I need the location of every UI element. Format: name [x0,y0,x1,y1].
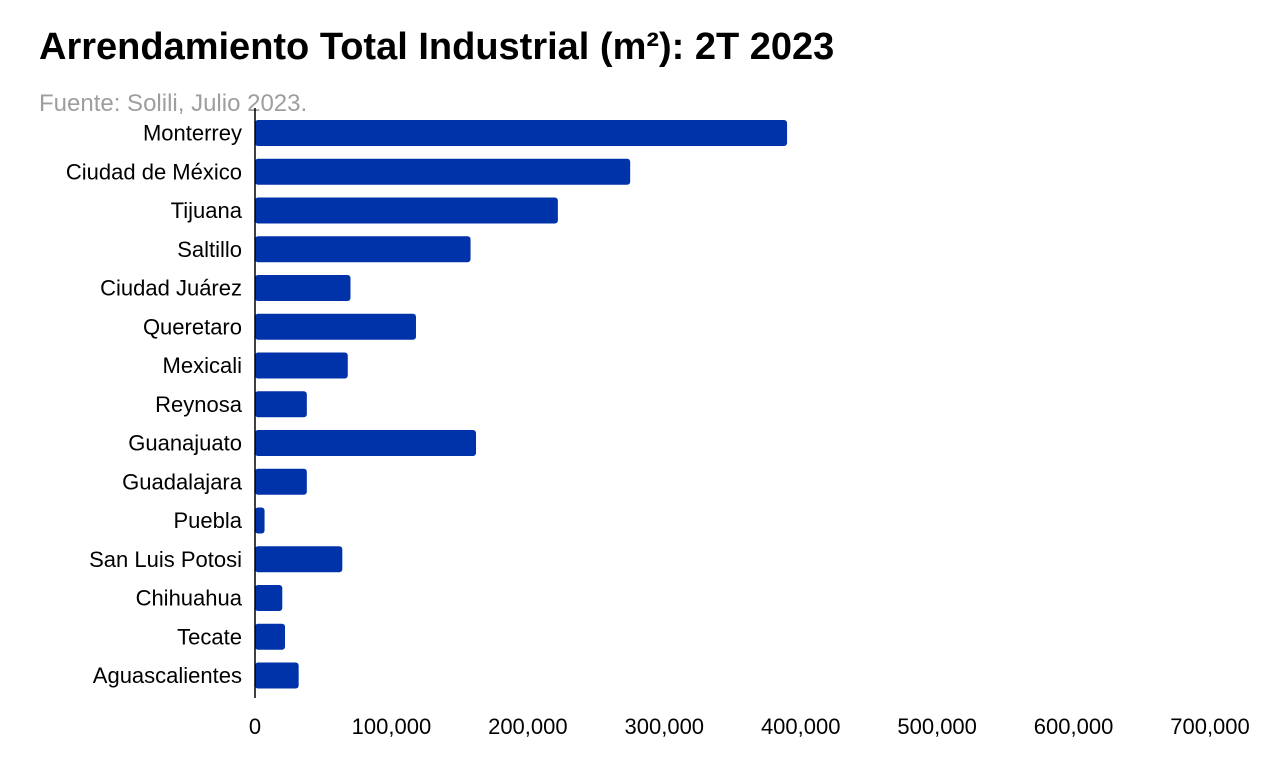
category-label-guanajuato: Guanajuato [128,431,242,456]
bar-guadalajara [255,468,307,495]
x-tick-label: 700,000 [1170,714,1250,739]
category-labels-group: Monterrey Ciudad de México Tijuana Saltillo… [66,121,243,689]
bar-mexicali [255,352,348,379]
bar-reynosa [255,391,307,418]
category-label-chihuahua: Chihuahua [136,586,243,611]
category-label-ciudad-de-mexico: Ciudad de México [66,159,242,184]
category-label-monterrey: Monterrey [143,121,242,146]
chart-title: Arrendamiento Total Industrial (m²): 2T … [39,26,835,68]
bar-monterrey [255,120,788,146]
category-label-tijuana: Tijuana [171,198,243,223]
category-label-tecate: Tecate [177,624,242,649]
bar-puebla [255,507,265,534]
bar-aguascalientes [255,662,299,689]
bar-queretaro [255,313,416,340]
x-tick-label: 300,000 [625,714,705,739]
bar-ciudad-de-mexico [255,158,631,185]
category-label-puebla: Puebla [173,508,242,533]
bars-group [255,120,788,689]
x-tick-label: 600,000 [1034,714,1114,739]
bar-san-luis-potosi [255,546,343,573]
category-label-reynosa: Reynosa [155,392,243,417]
bar-tijuana [255,197,558,224]
category-label-ciudad-juarez: Ciudad Juárez [100,276,242,301]
category-label-san-luis-potosi: San Luis Potosi [89,547,242,572]
bar-guanajuato [255,430,477,456]
category-label-saltillo: Saltillo [177,237,242,262]
x-tick-label: 100,000 [352,714,432,739]
bar-chihuahua [255,585,283,611]
category-label-queretaro: Queretaro [143,314,242,339]
x-tick-label: 500,000 [897,714,977,739]
chart-subtitle: Fuente: Solili, Julio 2023. [39,90,308,117]
category-label-mexicali: Mexicali [163,353,242,378]
x-tick-label: 400,000 [761,714,841,739]
x-tick-label: 0 [249,714,261,739]
x-tick-labels-group: 0 100,000 200,000 300,000 400,000 500,000 600,… [249,714,1250,739]
bar-saltillo [255,236,471,263]
category-label-aguascalientes: Aguascalientes [93,663,242,688]
x-tick-label: 200,000 [488,714,568,739]
bar-tecate [255,623,286,650]
bar-ciudad-juarez [255,275,351,301]
category-label-guadalajara: Guadalajara [122,469,243,494]
